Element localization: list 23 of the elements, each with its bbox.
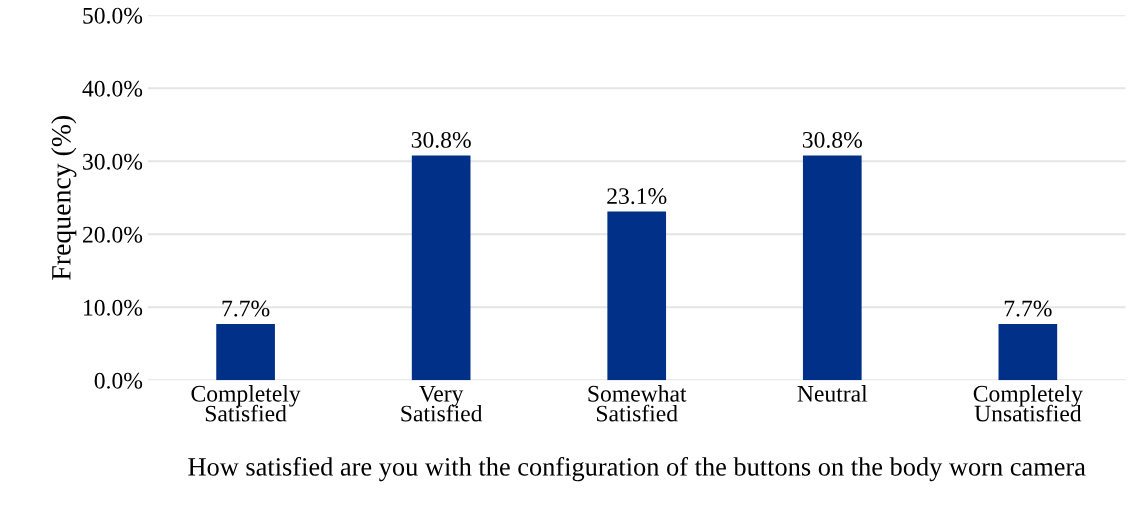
data-label: 30.8% [411, 131, 471, 148]
y-tick-label: 50.0% [83, 7, 143, 24]
bar [216, 324, 275, 381]
x-axis-title: How satisfied are you with the configuration of the buttons on the body worn camera [188, 456, 1086, 482]
x-tick-label: Neutral [797, 385, 868, 402]
x-tick-label: Very Satisfied [401, 385, 483, 422]
data-label: 7.7% [1004, 300, 1052, 317]
data-label: 23.1% [607, 188, 667, 205]
x-tick-label: Somewhat Satisfied [588, 385, 687, 422]
bar [607, 211, 667, 381]
y-tick-label: 40.0% [82, 80, 143, 97]
y-tick-label: 0.0% [94, 372, 143, 389]
bar [802, 155, 862, 381]
data-label: 7.7% [222, 300, 270, 317]
bar [411, 155, 471, 381]
y-tick-label: 20.0% [83, 226, 143, 243]
y-tick-label: 30.0% [83, 153, 143, 170]
x-tick-label: Completely Unsatisfied [973, 385, 1083, 422]
y-axis-title: Frequency (%) [51, 116, 77, 280]
bar [998, 324, 1058, 381]
x-tick-label: Completely Satisfied [191, 385, 301, 422]
y-tick-label: 10.0% [84, 299, 143, 316]
data-label: 30.8% [802, 131, 862, 148]
